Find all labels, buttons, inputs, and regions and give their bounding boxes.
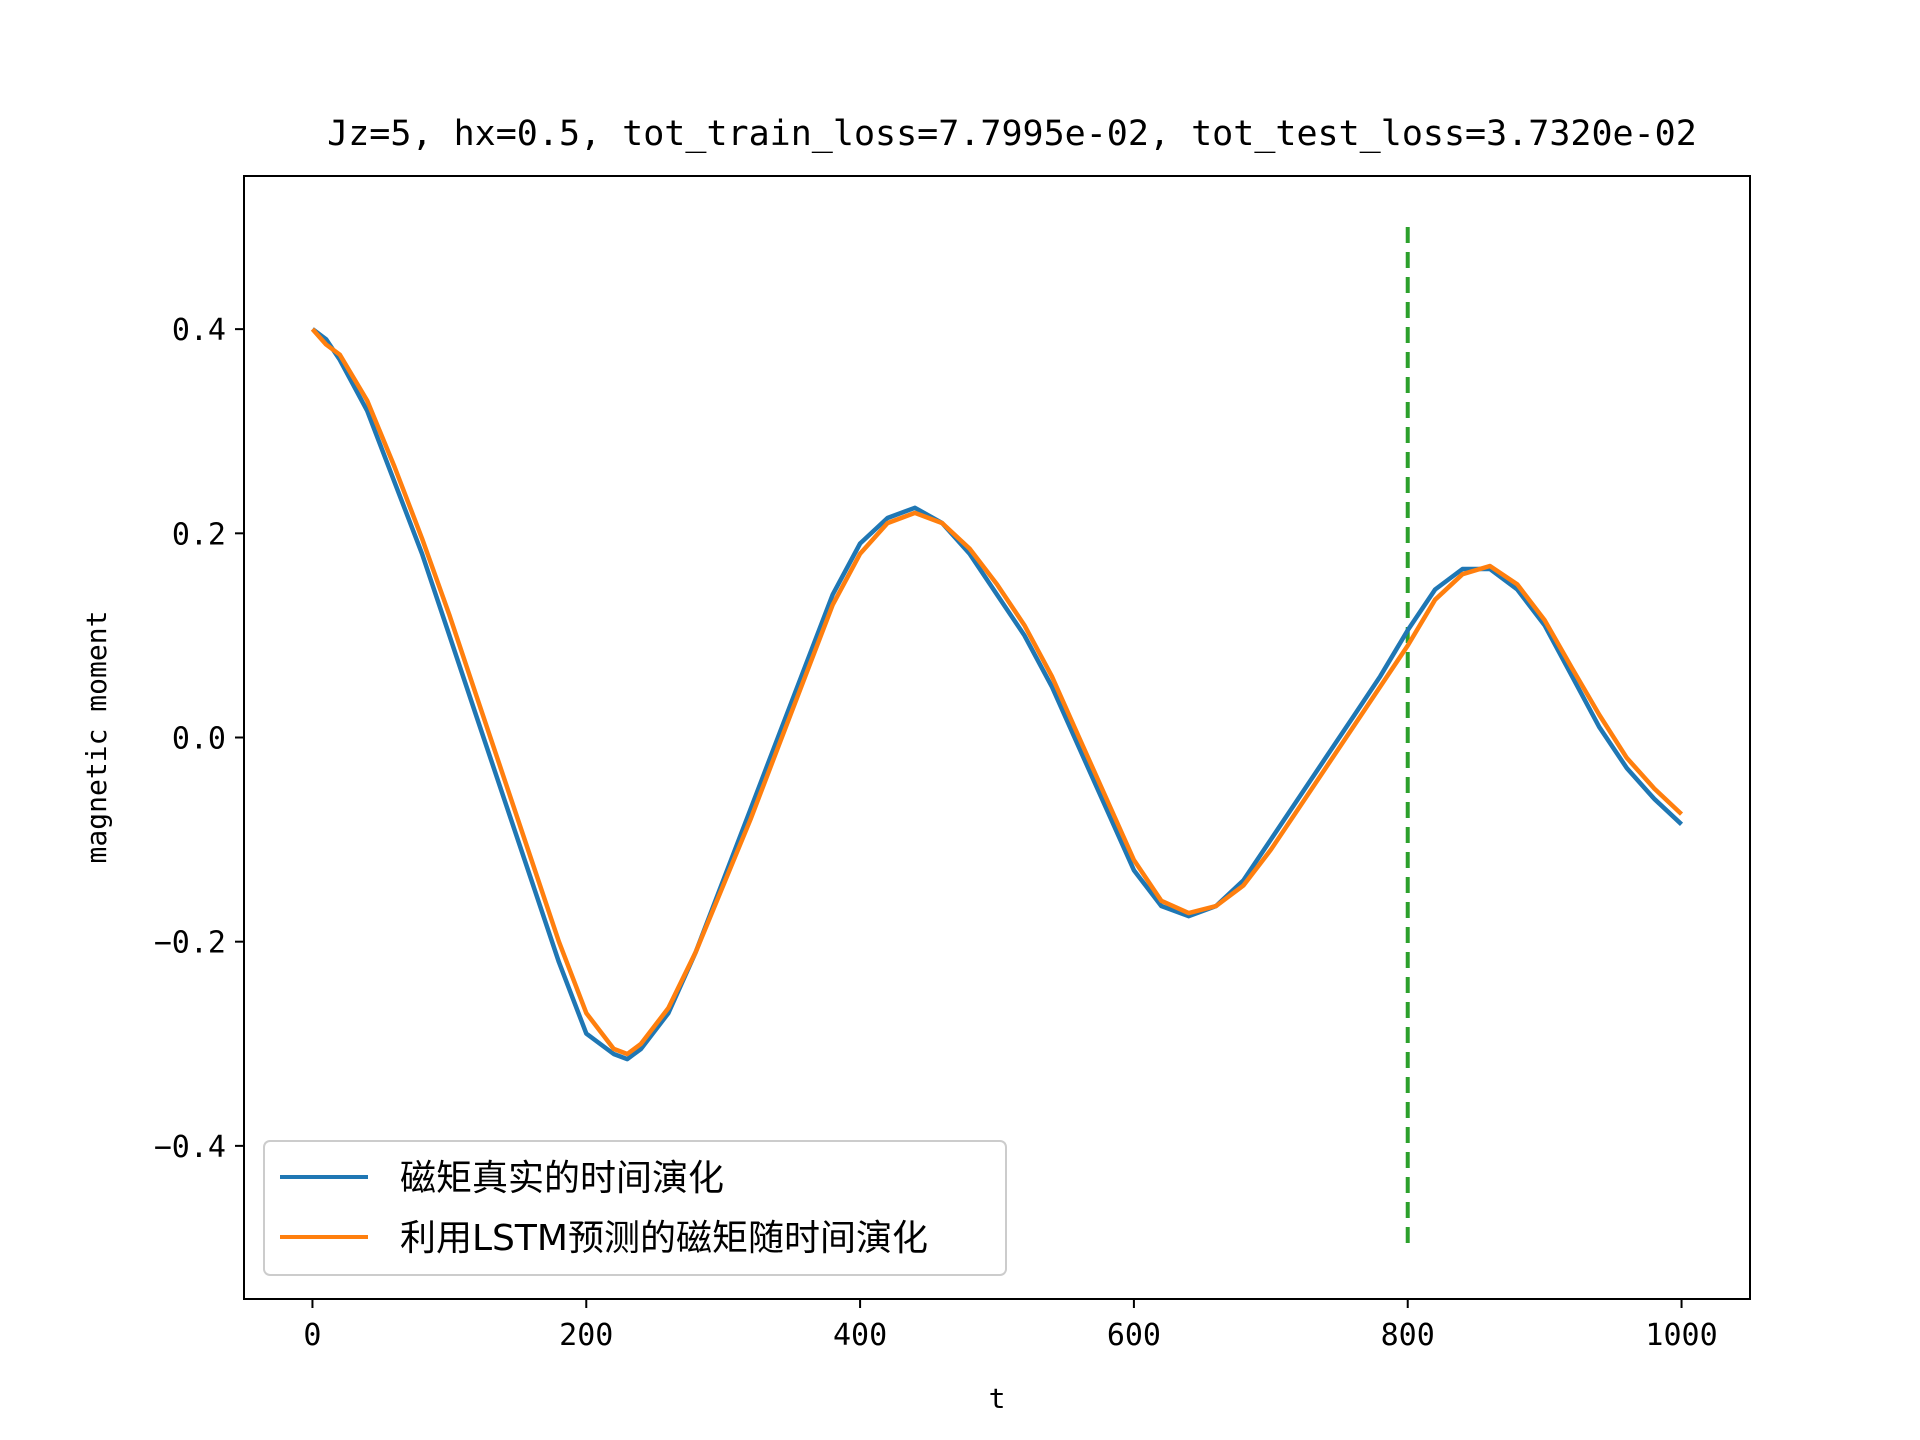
x-axis: 0 200 400 600 800 1000 [303,1299,1718,1353]
y-axis: −0.4 −0.2 0.0 0.2 0.4 [154,313,244,1165]
chart-title: Jz=5, hx=0.5, tot_train_loss=7.7995e-02,… [327,114,1697,154]
y-axis-label: magnetic moment [80,611,113,864]
x-tick-label: 1000 [1645,1318,1717,1353]
y-tick-label: −0.4 [154,1130,226,1165]
x-tick-label: 0 [303,1318,321,1353]
y-tick-label: 0.2 [172,517,226,552]
legend: 磁矩真实的时间演化 利用LSTM预测的磁矩随时间演化 [263,1140,1007,1276]
x-tick-label: 800 [1381,1318,1435,1353]
y-tick-label: −0.2 [154,926,226,961]
series-line-true [311,327,1684,1062]
legend-label-predicted: 利用LSTM预测的磁矩随时间演化 [400,1218,928,1259]
y-tick-label: 0.0 [172,722,226,757]
x-axis-label: t [989,1382,1006,1415]
x-tick-label: 600 [1107,1318,1161,1353]
series-line-predicted [310,327,1684,1057]
plot-area [310,227,1684,1248]
x-tick-label: 200 [559,1318,613,1353]
legend-label-true: 磁矩真实的时间演化 [400,1158,724,1199]
legend-box [263,1140,1007,1276]
x-tick-label: 400 [833,1318,887,1353]
y-tick-label: 0.4 [172,313,226,348]
